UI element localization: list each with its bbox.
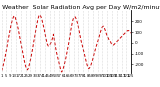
Title: Milwaukee Weather  Solar Radiation Avg per Day W/m2/minute: Milwaukee Weather Solar Radiation Avg pe… [0,5,160,10]
